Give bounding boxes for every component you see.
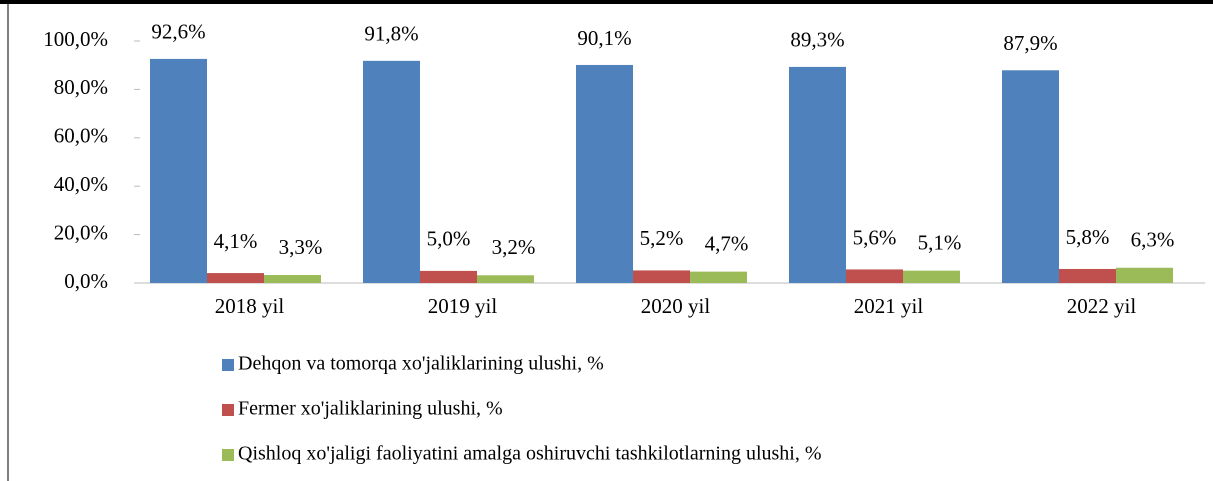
x-tick-label: 2020 yil [641, 294, 711, 318]
y-tick-label: 80,0% [54, 75, 108, 99]
value-label: 5,6% [853, 225, 897, 249]
bar [690, 271, 747, 283]
x-tick-label: 2022 yil [1067, 294, 1137, 318]
value-label: 92,6% [151, 20, 205, 44]
bar [903, 270, 960, 283]
value-label: 5,1% [918, 230, 962, 254]
x-tick-label: 2019 yil [428, 294, 498, 318]
x-tick-label: 2021 yil [854, 294, 924, 318]
value-label: 6,3% [1131, 228, 1175, 252]
value-label: 90,1% [577, 26, 631, 50]
bar [477, 275, 534, 283]
x-tick-label: 2018 yil [215, 294, 285, 318]
bar [1002, 70, 1059, 283]
bar [789, 66, 846, 283]
value-label: 5,2% [640, 226, 684, 250]
bar [846, 269, 903, 283]
bar [420, 270, 477, 283]
legend-label: Fermer xo'jaliklarining ulushi, % [238, 398, 503, 420]
y-tick-label: 60,0% [54, 124, 108, 148]
value-label: 5,8% [1066, 225, 1110, 249]
y-tick-label: 40,0% [54, 172, 108, 196]
value-label: 4,1% [214, 229, 258, 253]
legend-label: Dehqon va tomorqa xo'jaliklarining ulush… [238, 353, 604, 375]
bar [576, 64, 633, 283]
value-label: 4,7% [705, 231, 749, 255]
bar [1116, 267, 1173, 283]
y-tick-label: 100,0% [43, 27, 108, 51]
legend-label: Qishloq xo'jaligi faoliyatini amalga osh… [238, 443, 822, 465]
legend-swatch [222, 359, 234, 371]
y-tick-label: 0,0% [64, 269, 108, 293]
bar [633, 270, 690, 283]
bar [1059, 268, 1116, 283]
value-label: 5,0% [427, 227, 471, 251]
y-tick-label: 20,0% [54, 220, 108, 244]
value-label: 87,9% [1003, 31, 1057, 55]
bar [207, 273, 264, 283]
value-label: 3,2% [492, 235, 536, 259]
legend-swatch [222, 404, 234, 416]
value-label: 89,3% [790, 28, 844, 52]
value-label: 91,8% [364, 22, 418, 46]
legend-swatch [222, 449, 234, 461]
value-label: 3,3% [279, 235, 323, 259]
bar [264, 275, 321, 283]
bar [363, 60, 420, 284]
bar [150, 58, 207, 283]
